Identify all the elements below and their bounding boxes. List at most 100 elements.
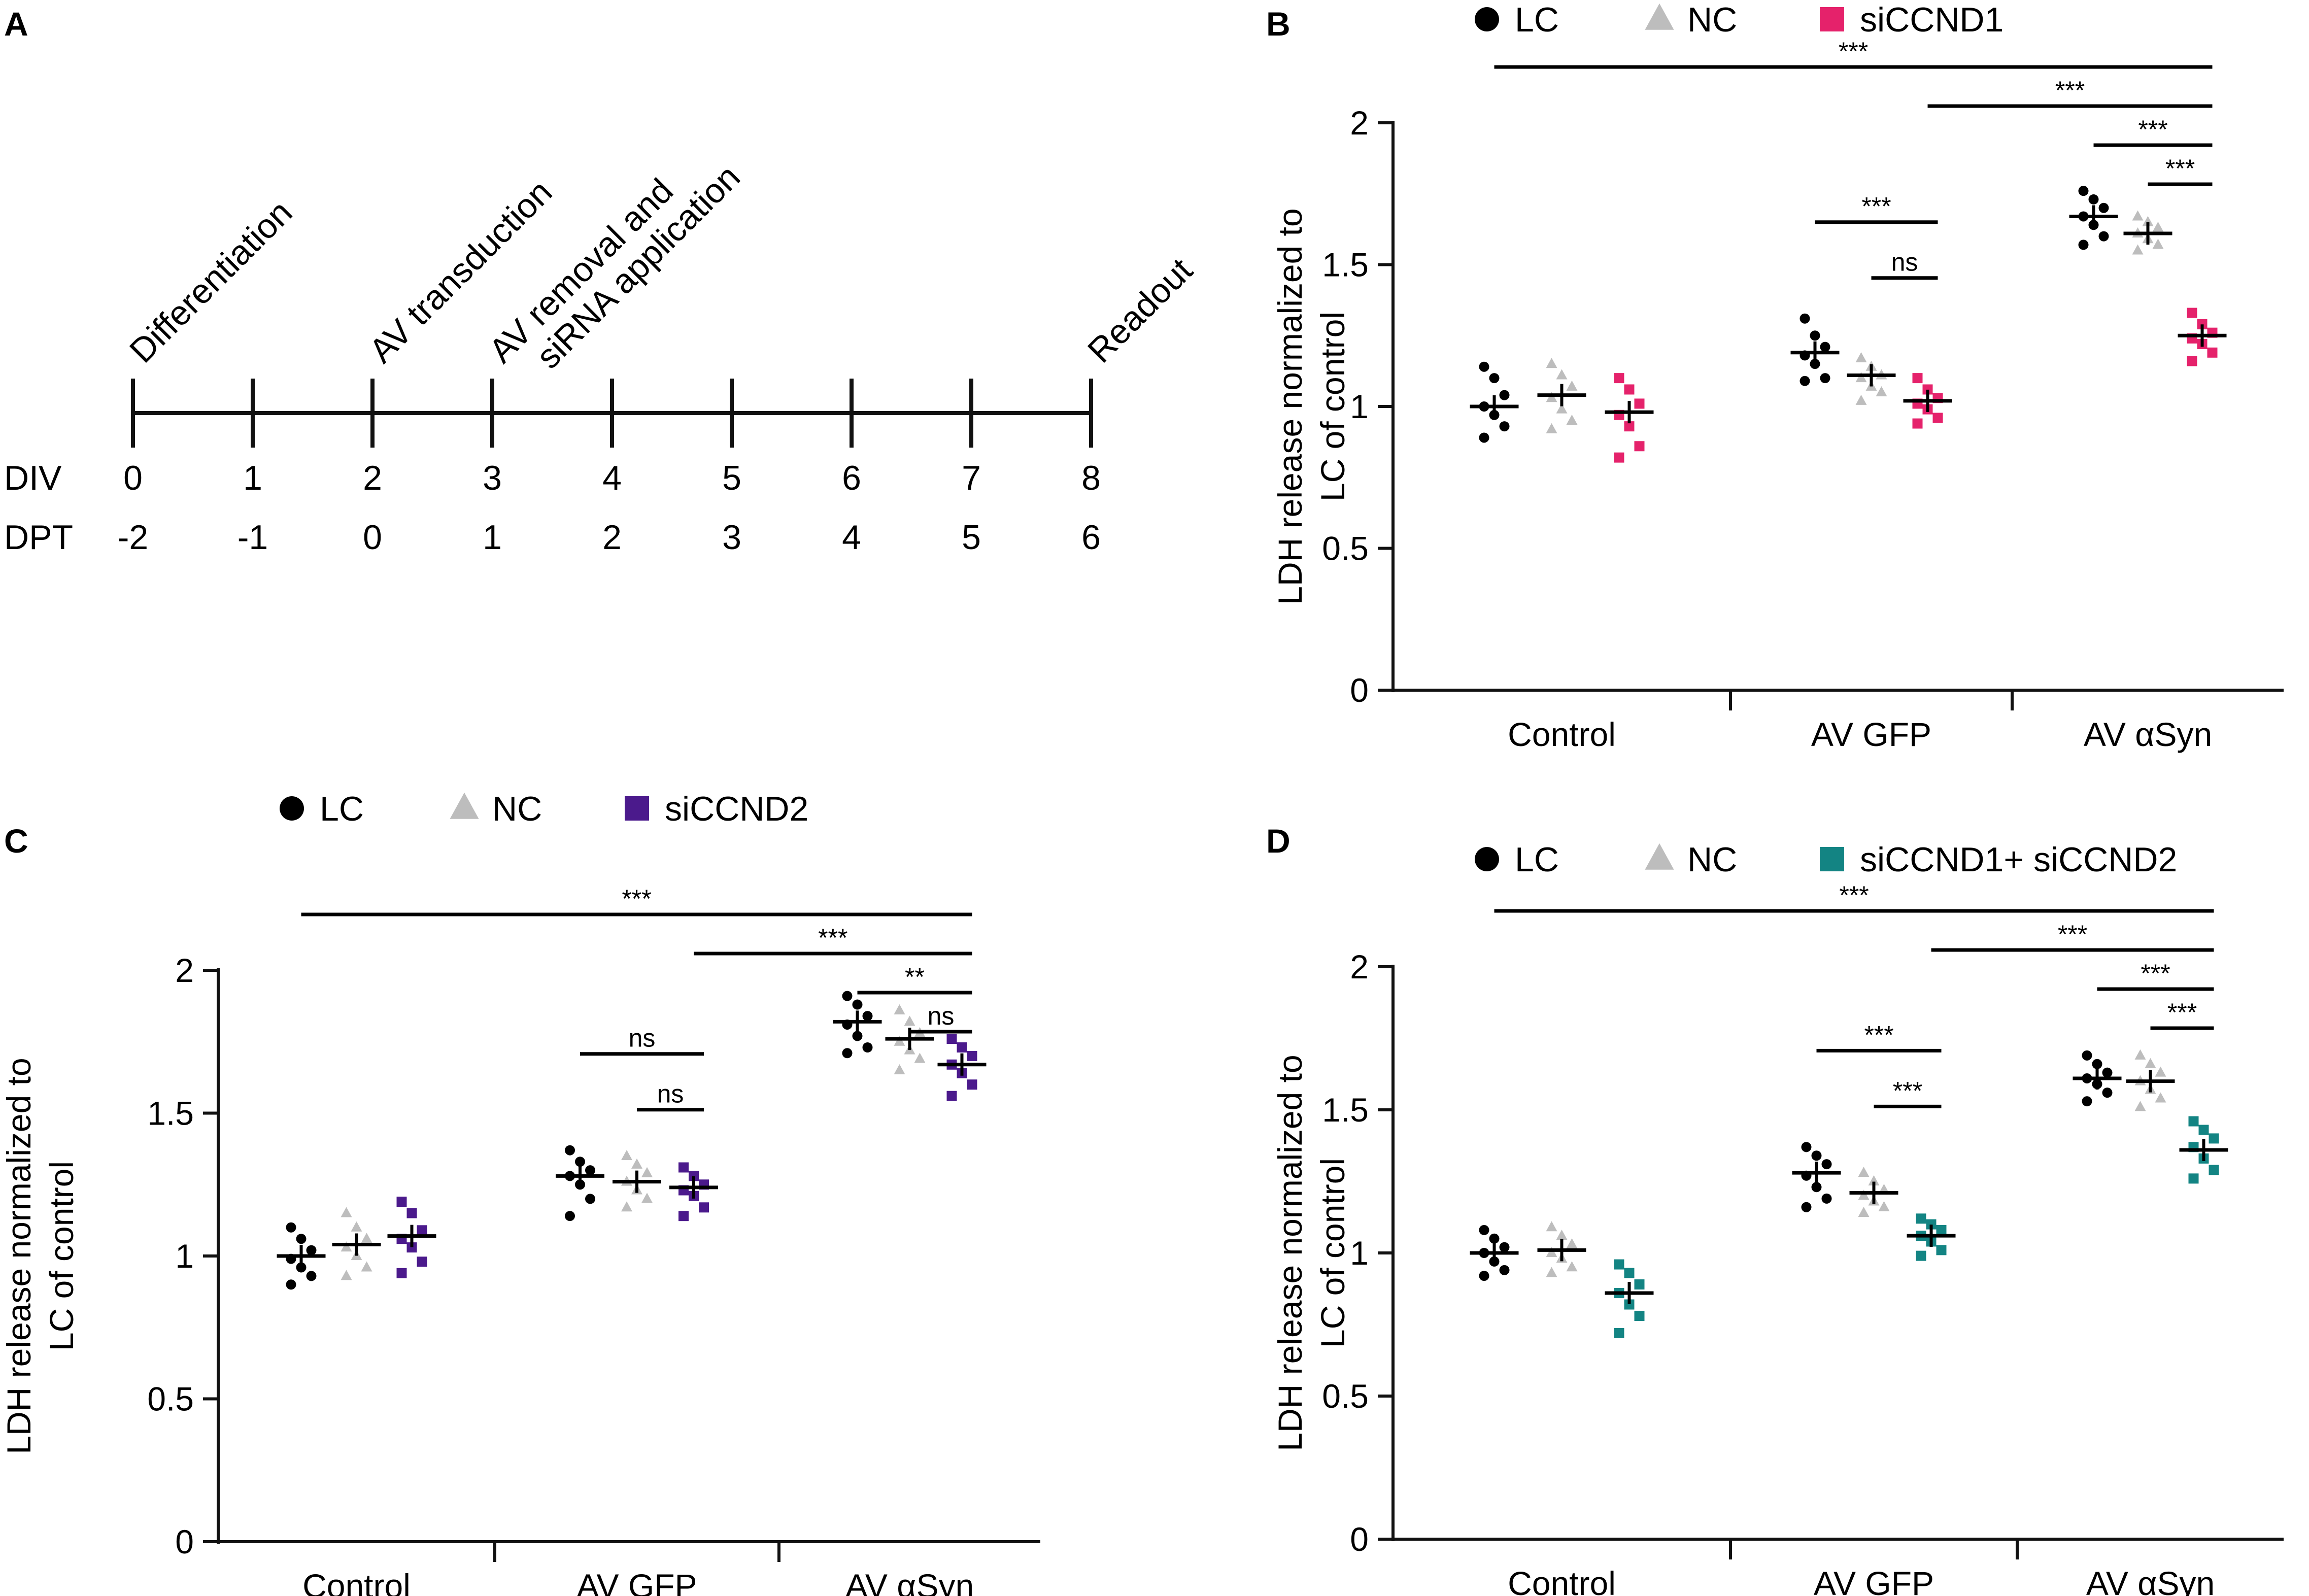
data-point (1868, 1175, 1880, 1185)
data-point (585, 1165, 595, 1176)
data-point (1810, 359, 1820, 369)
data-point (1624, 421, 1635, 432)
data-point (2098, 231, 2109, 242)
significance-label: *** (818, 924, 847, 952)
data-point (894, 1064, 905, 1075)
data-point (1614, 1328, 1624, 1338)
panel-d-chart: D 0 0.5 1 1.5 2 LDH release normalized to LC o… (1266, 822, 2284, 1596)
data-point (1811, 1150, 1822, 1161)
data-point (1876, 386, 1887, 397)
significance-label: *** (1839, 881, 1869, 909)
data-point (351, 1221, 362, 1232)
chart-c-plot: 0 0.5 1 1.5 2 LDH release normalized to LC of … (0, 790, 1040, 1596)
data-point (2152, 221, 2164, 232)
data-point (1634, 1279, 1645, 1290)
data-point (689, 1171, 699, 1181)
data-point (957, 1042, 967, 1053)
div-value: 8 (1081, 459, 1101, 497)
data-point (699, 1202, 709, 1213)
data-point (1499, 1242, 1510, 1252)
y-axis-title-line: LDH release normalized to (0, 1058, 38, 1454)
data-point (1878, 1201, 1890, 1211)
data-point (306, 1245, 317, 1255)
x-category-label: AV αSyn (845, 1567, 974, 1596)
data-point (1556, 403, 1568, 414)
data-point (1489, 373, 1500, 384)
data-point (678, 1211, 689, 1221)
y-tick-label: 0 (175, 1523, 194, 1560)
data-point (2102, 1067, 2113, 1078)
x-category-label: Control (1508, 716, 1616, 753)
significance-label: ns (1891, 248, 1918, 277)
data-point (1556, 369, 1568, 380)
data-point (1634, 398, 1645, 409)
div-row-label: DIV (4, 459, 62, 497)
significance-label: *** (2055, 76, 2085, 105)
data-point (1566, 1261, 1578, 1272)
legend-marker (1475, 7, 1499, 31)
data-point (1489, 1233, 1500, 1244)
significance-label: *** (2141, 959, 2170, 988)
div-value: 1 (243, 459, 262, 497)
legend-label: LC (1515, 1, 1559, 39)
data-point (417, 1257, 427, 1267)
timeline-event-label: Readout (1080, 251, 1200, 370)
data-point (286, 1222, 296, 1233)
dpt-value: 5 (962, 518, 981, 557)
data-point (361, 1233, 372, 1243)
data-point (1634, 441, 1645, 452)
significance-label: *** (2138, 115, 2167, 144)
legend-marker (450, 792, 479, 819)
data-point (361, 1261, 372, 1272)
data-point (2207, 347, 2218, 358)
data-point (2134, 1101, 2146, 1111)
y-axis-title-line: LDH release normalized to (1271, 1055, 1309, 1451)
x-category-label: AV GFP (1811, 716, 1931, 753)
data-point (1936, 1225, 1947, 1235)
div-value: 7 (962, 459, 981, 497)
data-point (1499, 390, 1510, 400)
data-point (1546, 392, 1557, 402)
data-point (1810, 330, 1820, 341)
data-point (904, 1015, 915, 1026)
panel-c-chart: C 0 0.5 1 1.5 2 LDH release normalized to LC o… (0, 790, 1040, 1596)
y-axis-title: LDH release normalized to LC of control (1271, 208, 1351, 604)
data-point (1932, 413, 1943, 423)
y-tick-label: 1 (175, 1237, 194, 1275)
x-category-label: AV GFP (576, 1567, 697, 1596)
data-point (575, 1157, 585, 1167)
data-point (2188, 1116, 2199, 1127)
x-category-label: AV αSyn (2086, 1565, 2215, 1596)
x-category-label: AV αSyn (2084, 716, 2212, 753)
data-point (2155, 1092, 2166, 1103)
data-point (1566, 1238, 1578, 1249)
legend-label: LC (320, 790, 364, 828)
data-point (396, 1268, 407, 1278)
div-value: 6 (842, 459, 861, 497)
data-point (1614, 1259, 1624, 1270)
data-point (2152, 239, 2164, 249)
legend-label: siCCND2 (665, 790, 808, 828)
data-point (967, 1079, 977, 1090)
dpt-value: 0 (363, 518, 382, 557)
div-value: 2 (363, 459, 382, 497)
y-axis-title-line: LDH release normalized to (1271, 208, 1309, 604)
data-point (2187, 308, 2197, 318)
panel-letter-d: D (1266, 822, 1291, 860)
data-point (1479, 361, 1489, 372)
y-axis-title-line: LC of control (43, 1161, 80, 1351)
y-tick-label: 0.5 (147, 1380, 194, 1418)
data-point (862, 1011, 873, 1022)
data-point (1479, 1271, 1489, 1281)
significance-label: ns (629, 1024, 656, 1052)
data-point (2092, 1059, 2102, 1069)
data-point (641, 1167, 653, 1177)
data-point (1614, 373, 1624, 384)
legend-marker (1820, 847, 1844, 871)
panel-letter-a: A (4, 5, 28, 43)
legend-label: NC (1687, 840, 1737, 879)
data-point (1916, 1213, 1926, 1224)
data-point (1912, 373, 1923, 384)
data-point (565, 1211, 575, 1221)
timeline-event: Readout (1080, 251, 1200, 370)
